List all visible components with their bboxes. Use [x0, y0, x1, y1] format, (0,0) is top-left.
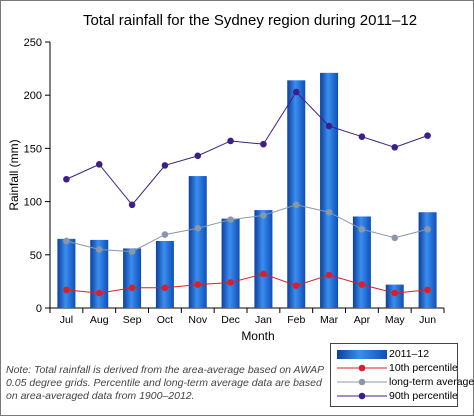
chart-title: Total rainfall for the Sydney region dur… [82, 12, 418, 29]
legend-label: 90th percentile [389, 390, 458, 402]
series-point [161, 162, 169, 169]
series-point [358, 281, 366, 288]
series-point [260, 140, 267, 148]
series-point [63, 175, 70, 183]
bar [320, 72, 339, 308]
legend-label: 2011–12 [389, 348, 430, 360]
legend-item-bar: 2011–12 [331, 348, 457, 360]
x-tick-label: Jan [255, 314, 272, 326]
x-tick-label: Oct [157, 314, 173, 326]
legend-label: 10th percentile [389, 362, 458, 374]
footnote: Note: Total rainfall is derived from the… [6, 364, 324, 402]
series-point [227, 216, 234, 223]
legend-item-p10: 10th percentile [331, 362, 458, 374]
series-point [63, 286, 70, 294]
x-tick-label: Jun [419, 314, 436, 326]
series-point [194, 152, 202, 160]
legend-item-avg: long-term average [331, 376, 474, 388]
x-tick-label: Sep [123, 314, 142, 326]
series-point [391, 234, 399, 242]
x-tick-label: Nov [188, 314, 207, 326]
series-point [128, 248, 136, 255]
y-tick-label: 200 [24, 90, 42, 102]
series-line [66, 204, 428, 253]
series-point [325, 271, 333, 279]
series-point [260, 270, 267, 278]
series-point [194, 281, 202, 288]
series-point [292, 201, 300, 209]
series-point [95, 161, 103, 168]
series-point [391, 144, 399, 151]
series-point [227, 137, 234, 145]
x-tick-label: Apr [354, 314, 371, 326]
series-point [358, 133, 366, 140]
series-point [292, 282, 300, 289]
bar [254, 210, 273, 308]
series-point [260, 212, 267, 219]
series-point [358, 225, 366, 233]
series-point [391, 289, 399, 297]
series-point [424, 225, 431, 233]
legend-p90-swatch [337, 392, 387, 400]
series-line [66, 273, 428, 294]
bar [221, 218, 240, 308]
series-point [424, 286, 431, 294]
y-tick-label: 150 [24, 143, 42, 155]
bar [155, 240, 174, 308]
y-tick-label: 0 [36, 303, 42, 315]
y-tick-label: 100 [24, 197, 42, 209]
legend-p10-swatch [337, 364, 387, 372]
y-tick-label: 250 [24, 37, 42, 49]
bar [123, 248, 142, 308]
series-point [325, 208, 333, 216]
series-point [292, 88, 300, 96]
series-point [325, 122, 333, 130]
series-point [424, 132, 431, 139]
series-line [66, 91, 428, 206]
series-point [161, 284, 169, 292]
x-tick-label: Dec [221, 314, 240, 326]
series-point [95, 289, 103, 297]
x-tick-label: May [385, 314, 406, 326]
legend-bar-swatch [337, 350, 387, 359]
y-tick-label: 50 [30, 250, 42, 262]
y-axis-label: Rainfall (mm) [7, 139, 21, 210]
series-point [194, 224, 202, 232]
bar [352, 216, 371, 308]
series-point [128, 284, 136, 292]
legend-item-p90: 90th percentile [331, 390, 458, 402]
series-point [227, 279, 234, 286]
legend: 2011–12 10th percentile long-term averag… [330, 343, 474, 407]
series-point [95, 246, 103, 253]
bar [90, 239, 109, 308]
bar [188, 176, 207, 308]
x-tick-label: Jul [60, 314, 73, 326]
series-point [128, 201, 136, 209]
x-tick-label: Mar [320, 314, 339, 326]
bar [57, 238, 76, 308]
x-tick-label: Aug [90, 314, 109, 326]
x-axis-label: Month [241, 329, 274, 343]
legend-label: long-term average [389, 376, 474, 388]
x-tick-label: Feb [287, 314, 305, 326]
series-point [63, 237, 70, 245]
bar [418, 212, 437, 308]
legend-avg-swatch [337, 378, 387, 386]
series-point [161, 231, 169, 238]
bar [287, 80, 306, 308]
